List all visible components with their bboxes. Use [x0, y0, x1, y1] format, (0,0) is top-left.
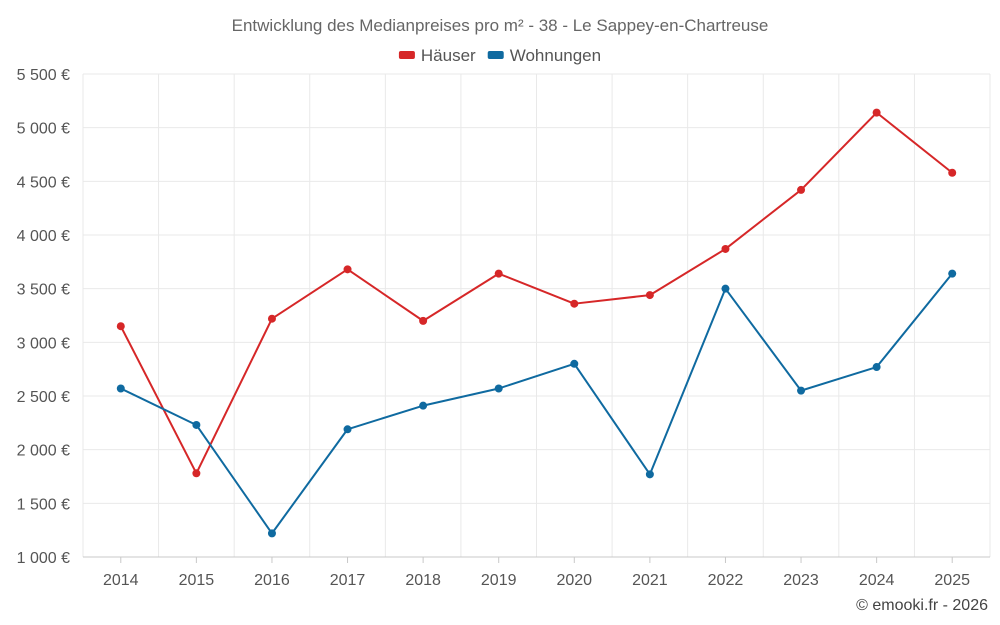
chart-title: Entwicklung des Medianpreises pro m² - 3… [232, 16, 769, 35]
credit-text: © emooki.fr - 2026 [856, 597, 988, 614]
y-tick-label: 4 500 € [17, 174, 70, 191]
data-point-wohnungen[interactable] [343, 425, 352, 434]
data-point-wohnungen[interactable] [570, 359, 579, 368]
y-tick-label: 2 000 € [17, 443, 70, 460]
x-tick-label: 2024 [859, 572, 895, 589]
legend: Häuser Wohnungen [398, 46, 601, 65]
legend-swatch [398, 51, 415, 59]
data-point-wohnungen[interactable] [797, 386, 806, 395]
legend-item-wohnungen[interactable]: Wohnungen [487, 46, 601, 65]
x-tick-label: 2016 [254, 572, 290, 589]
x-tick-label: 2021 [632, 572, 668, 589]
data-point-haeuser[interactable] [419, 316, 428, 325]
legend-swatch [487, 51, 504, 59]
data-point-wohnungen[interactable] [721, 284, 730, 293]
x-tick-label: 2015 [179, 572, 215, 589]
data-point-wohnungen[interactable] [192, 420, 201, 429]
series-layer [116, 108, 957, 538]
data-point-haeuser[interactable] [645, 291, 654, 300]
y-tick-label: 5 500 € [17, 67, 70, 84]
x-tick-label: 2017 [330, 572, 366, 589]
data-point-wohnungen[interactable] [267, 529, 276, 538]
series-line-haeuser [119, 111, 953, 475]
x-tick-label: 2014 [103, 572, 139, 589]
x-tick-label: 2023 [783, 572, 819, 589]
data-point-haeuser[interactable] [872, 108, 881, 117]
data-point-haeuser[interactable] [721, 244, 730, 253]
y-tick-label: 3 500 € [17, 282, 70, 299]
data-point-wohnungen[interactable] [872, 363, 881, 372]
x-tick-label: 2018 [405, 572, 441, 589]
data-point-haeuser[interactable] [570, 299, 579, 308]
data-point-haeuser[interactable] [797, 185, 806, 194]
data-point-wohnungen[interactable] [948, 269, 957, 278]
legend-item-haeuser[interactable]: Häuser [398, 46, 476, 65]
legend-label: Wohnungen [510, 46, 601, 65]
y-tick-label: 1 500 € [17, 496, 70, 513]
series-line-wohnungen [120, 273, 953, 535]
x-tick-label: 2019 [481, 572, 517, 589]
data-point-haeuser[interactable] [267, 314, 276, 323]
x-tick-label: 2025 [934, 572, 970, 589]
data-point-wohnungen[interactable] [419, 401, 428, 410]
data-point-haeuser[interactable] [343, 265, 352, 274]
y-tick-label: 3 000 € [17, 335, 70, 352]
y-tick-label: 2 500 € [17, 389, 70, 406]
data-point-haeuser[interactable] [116, 322, 125, 331]
x-tick-label: 2022 [708, 572, 744, 589]
y-tick-label: 5 000 € [17, 121, 70, 138]
legend-label: Häuser [421, 46, 476, 65]
data-point-haeuser[interactable] [948, 168, 957, 177]
data-point-haeuser[interactable] [494, 269, 503, 278]
data-point-wohnungen[interactable] [645, 470, 654, 479]
y-tick-label: 1 000 € [17, 550, 70, 567]
grid [82, 73, 991, 558]
axes: 1 000 € 1 500 € 2 000 € 2 500 € 3 000 € 3 500… [17, 67, 990, 589]
data-point-wohnungen[interactable] [116, 384, 125, 393]
x-tick-label: 2020 [556, 572, 592, 589]
y-tick-label: 4 000 € [17, 228, 70, 245]
data-point-wohnungen[interactable] [494, 384, 503, 393]
data-point-haeuser[interactable] [192, 469, 201, 478]
